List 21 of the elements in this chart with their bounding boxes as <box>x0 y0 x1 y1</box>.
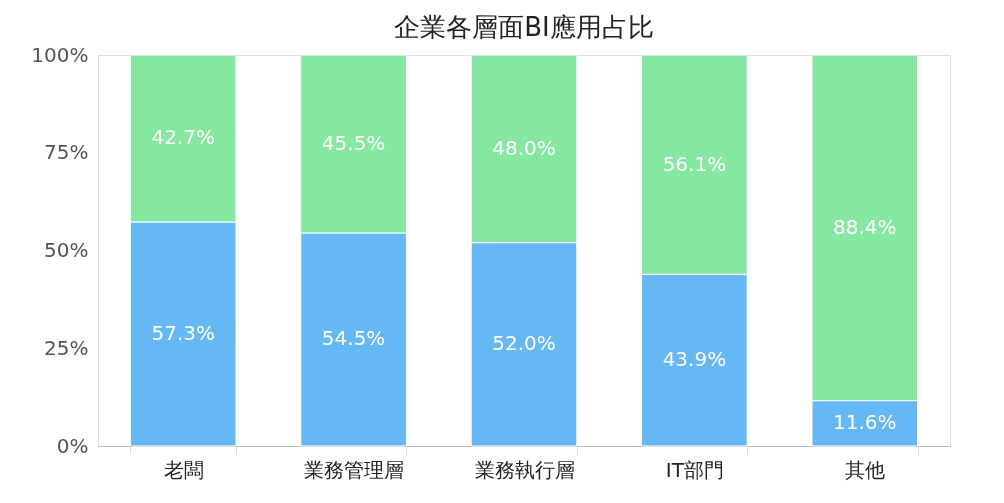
data-label: 54.5% <box>321 326 386 351</box>
data-label: 88.4% <box>833 214 897 239</box>
y-tick-label: 100% <box>31 42 89 67</box>
y-tick-label: 25% <box>44 335 89 360</box>
x-tick-label: 業務管理層 <box>304 457 405 482</box>
data-label: 45.5% <box>321 130 386 155</box>
x-tick-label: 老闆 <box>163 457 204 482</box>
x-tick-label: 業務執行層 <box>474 457 575 482</box>
y-tick-label: 75% <box>44 140 89 165</box>
x-tick-label: IT部門 <box>665 457 724 482</box>
data-label: 48.0% <box>492 135 556 160</box>
data-label: 57.3% <box>151 320 215 345</box>
data-label: 43.9% <box>662 347 727 372</box>
chart-title: 企業各層面BI應用占比 <box>394 12 654 42</box>
data-label: 42.7% <box>151 125 215 150</box>
data-label: 52.0% <box>492 331 556 356</box>
y-tick-label: 0% <box>56 433 89 458</box>
y-tick-label: 50% <box>44 238 89 262</box>
x-tick-label: 其他 <box>845 457 886 482</box>
data-label: 56.1% <box>662 151 727 176</box>
data-label: 11.6% <box>833 410 897 435</box>
